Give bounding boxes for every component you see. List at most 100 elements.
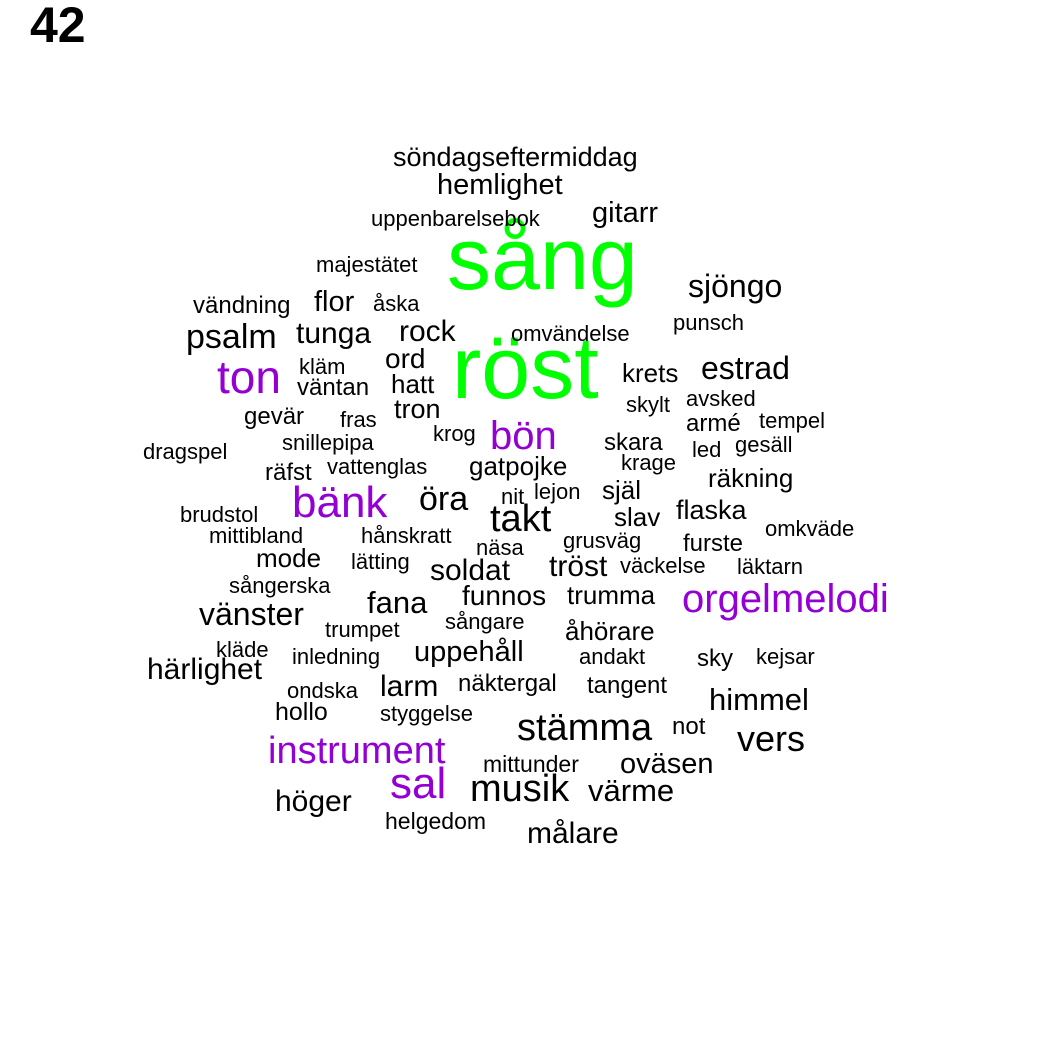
cloud-word-8: sal [390, 759, 447, 808]
cloud-word-95: musik [470, 768, 570, 810]
cloud-word-3: ton [217, 351, 281, 403]
cloud-word-14: sjöngo [688, 268, 783, 304]
cloud-word-27: väntan [297, 374, 370, 401]
cloud-word-79: sky [697, 645, 733, 672]
cloud-word-31: tron [394, 394, 441, 424]
cloud-word-48: nit [501, 484, 525, 509]
cloud-word-2: röst [452, 318, 599, 417]
cloud-word-67: sångerska [229, 573, 331, 598]
cloud-word-29: skylt [626, 392, 670, 417]
cloud-word-21: rock [399, 315, 456, 348]
cloud-word-50: själ [602, 475, 642, 505]
cloud-word-38: skara [604, 429, 663, 456]
cloud-word-40: gesäll [735, 432, 793, 457]
cloud-word-26: estrad [701, 350, 790, 386]
cloud-word-77: uppehåll [414, 636, 524, 668]
cloud-word-46: räkning [708, 463, 794, 493]
cloud-word-92: mittunder [483, 751, 579, 777]
cloud-word-19: psalm [186, 318, 277, 356]
cloud-word-9: söndagseftermiddag [393, 142, 638, 172]
cloud-word-15: vändning [193, 292, 291, 319]
cloud-word-24: ord [385, 343, 426, 374]
cloud-word-25: krets [622, 358, 679, 388]
cloud-word-22: omvändelse [511, 321, 630, 346]
cloud-word-60: näsa [476, 535, 524, 560]
cloud-word-70: fana [367, 585, 428, 620]
cloud-word-88: himmel [709, 682, 809, 717]
cloud-word-81: härlighet [147, 653, 263, 686]
cloud-word-96: värme [588, 773, 675, 808]
cloud-word-85: tangent [587, 672, 668, 699]
cloud-word-72: trumpet [325, 617, 400, 642]
cloud-word-59: furste [683, 530, 744, 557]
cloud-word-13: majestätet [316, 252, 418, 277]
cloud-word-54: slav [614, 502, 661, 532]
cloud-word-44: vattenglas [327, 454, 428, 479]
cloud-word-11: uppenbarelsebok [371, 206, 540, 231]
cloud-word-1: sång [447, 209, 638, 308]
cloud-word-78: andakt [579, 644, 646, 669]
cloud-word-98: målare [527, 817, 619, 850]
cloud-word-94: höger [275, 785, 352, 818]
cloud-word-63: tröst [549, 550, 608, 583]
cloud-word-7: instrument [268, 730, 446, 772]
cloud-word-55: omkväde [765, 516, 855, 541]
cloud-word-17: åska [373, 291, 420, 316]
cloud-word-23: kläm [299, 354, 346, 379]
cloud-word-35: tempel [759, 408, 826, 433]
cloud-word-4: bön [490, 414, 557, 458]
cloud-word-82: ondska [287, 678, 358, 703]
cloud-word-69: trumma [567, 580, 656, 610]
cloud-word-68: funnos [462, 580, 547, 611]
cloud-word-30: avsked [686, 386, 756, 411]
cloud-word-16: flor [314, 286, 355, 318]
cloud-word-80: kejsar [756, 644, 815, 669]
cloud-word-10: hemlighet [437, 169, 563, 201]
cloud-word-64: väckelse [620, 553, 706, 578]
cloud-word-28: hatt [391, 369, 435, 399]
cloud-word-58: grusväg [563, 528, 642, 553]
cloud-word-86: hollo [275, 698, 328, 726]
cloud-word-93: oväsen [620, 748, 714, 780]
cloud-word-33: fras [340, 407, 377, 432]
cloud-word-5: bänk [292, 478, 388, 527]
cloud-word-41: dragspel [143, 439, 228, 464]
cloud-word-91: vers [737, 718, 806, 759]
cloud-word-39: led [692, 437, 722, 462]
cloud-word-37: snillepipa [282, 430, 374, 455]
page-number: 42 [30, 0, 86, 53]
cloud-word-34: armé [686, 410, 741, 437]
cloud-word-45: gatpojke [469, 451, 568, 481]
cloud-word-57: hånskratt [361, 523, 452, 548]
cloud-word-73: sångare [445, 609, 525, 634]
cloud-word-84: näktergal [458, 670, 557, 697]
cloud-word-71: vänster [199, 596, 304, 632]
cloud-word-56: mittibland [209, 523, 304, 548]
cloud-word-61: mode [256, 543, 322, 573]
cloud-word-76: inledning [292, 644, 381, 669]
cloud-word-62: lätting [351, 549, 410, 574]
cloud-word-74: åhörare [565, 616, 655, 646]
cloud-word-43: räfst [265, 459, 312, 486]
cloud-word-83: larm [380, 670, 439, 703]
cloud-word-47: öra [419, 480, 469, 518]
cloud-word-90: not [672, 713, 706, 740]
cloud-word-42: krage [621, 450, 677, 475]
cloud-word-18: punsch [673, 310, 744, 335]
cloud-word-20: tunga [296, 317, 372, 350]
cloud-word-12: gitarr [592, 197, 659, 229]
cloud-word-51: flaska [676, 495, 747, 525]
cloud-word-89: stämma [517, 707, 653, 749]
cloud-word-32: gevär [244, 403, 305, 430]
cloud-word-36: krog [433, 421, 476, 446]
cloud-word-52: brudstol [180, 502, 259, 527]
cloud-word-49: lejon [534, 479, 581, 504]
cloud-word-75: kläde [216, 637, 269, 662]
cloud-word-65: läktarn [737, 554, 804, 579]
cloud-word-6: orgelmelodi [682, 577, 889, 621]
cloud-word-66: soldat [430, 554, 511, 587]
cloud-word-53: takt [490, 498, 552, 540]
cloud-word-97: helgedom [385, 808, 487, 834]
cloud-word-87: styggelse [380, 701, 473, 726]
